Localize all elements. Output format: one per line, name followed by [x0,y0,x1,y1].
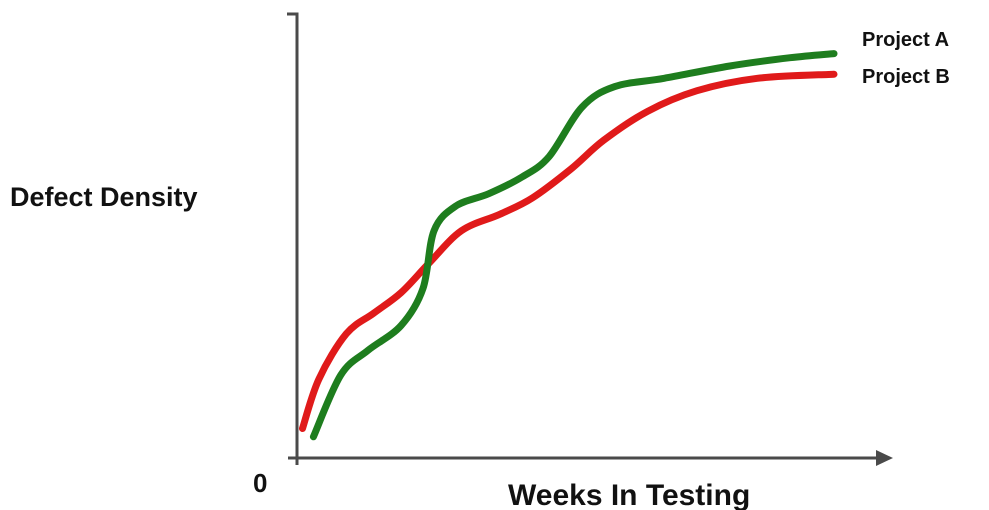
origin-label: 0 [253,468,267,498]
series-line-project-a [309,50,838,441]
y-axis-label: Defect Density [10,182,198,212]
legend-entry-project-b: Project B [862,66,950,88]
y-axis [287,12,299,465]
x-axis-arrow-icon [876,450,893,466]
legend-entry-project-a: Project A [862,29,949,51]
x-axis-label: Weeks In Testing [508,479,750,510]
series-group [299,50,838,441]
legend: Project A Project B [862,29,950,88]
series-line-project-b [299,70,838,432]
